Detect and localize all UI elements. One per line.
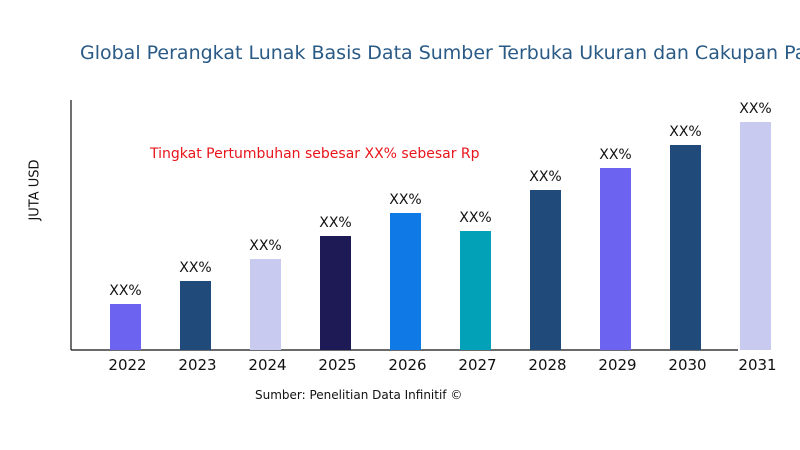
- data-label-2026: XX%: [389, 192, 421, 208]
- x-tick-2023: 2023: [178, 356, 216, 374]
- data-label-2023: XX%: [179, 260, 211, 276]
- data-label-2022: XX%: [109, 283, 141, 299]
- data-label-2029: XX%: [599, 147, 631, 163]
- data-label-2028: XX%: [529, 169, 561, 185]
- data-label-2030: XX%: [669, 124, 701, 140]
- bar-2023: [180, 281, 211, 350]
- data-label-2024: XX%: [249, 238, 281, 254]
- bar-2022: [110, 304, 141, 350]
- bar-2027: [460, 231, 491, 350]
- data-label-2027: XX%: [459, 210, 491, 226]
- bar-2026: [390, 213, 421, 350]
- bar-2025: [320, 236, 351, 350]
- x-tick-2029: 2029: [598, 356, 636, 374]
- x-tick-2031: 2031: [738, 356, 776, 374]
- x-tick-2027: 2027: [458, 356, 496, 374]
- bar-2031: [740, 122, 771, 350]
- bar-2028: [530, 190, 561, 350]
- bar-2030: [670, 145, 701, 350]
- bar-2024: [250, 259, 281, 350]
- x-tick-2024: 2024: [248, 356, 286, 374]
- data-label-2025: XX%: [319, 215, 351, 231]
- x-tick-2028: 2028: [528, 356, 566, 374]
- x-tick-2030: 2030: [668, 356, 706, 374]
- x-tick-2025: 2025: [318, 356, 356, 374]
- data-label-2031: XX%: [739, 101, 771, 117]
- x-tick-2026: 2026: [388, 356, 426, 374]
- chart-title: Global Perangkat Lunak Basis Data Sumber…: [80, 42, 800, 64]
- bar-2029: [600, 168, 631, 350]
- x-tick-2022: 2022: [108, 356, 146, 374]
- source-note: Sumber: Penelitian Data Infinitif ©: [255, 388, 463, 402]
- growth-annotation: Tingkat Pertumbuhan sebesar XX% sebesar …: [150, 146, 480, 162]
